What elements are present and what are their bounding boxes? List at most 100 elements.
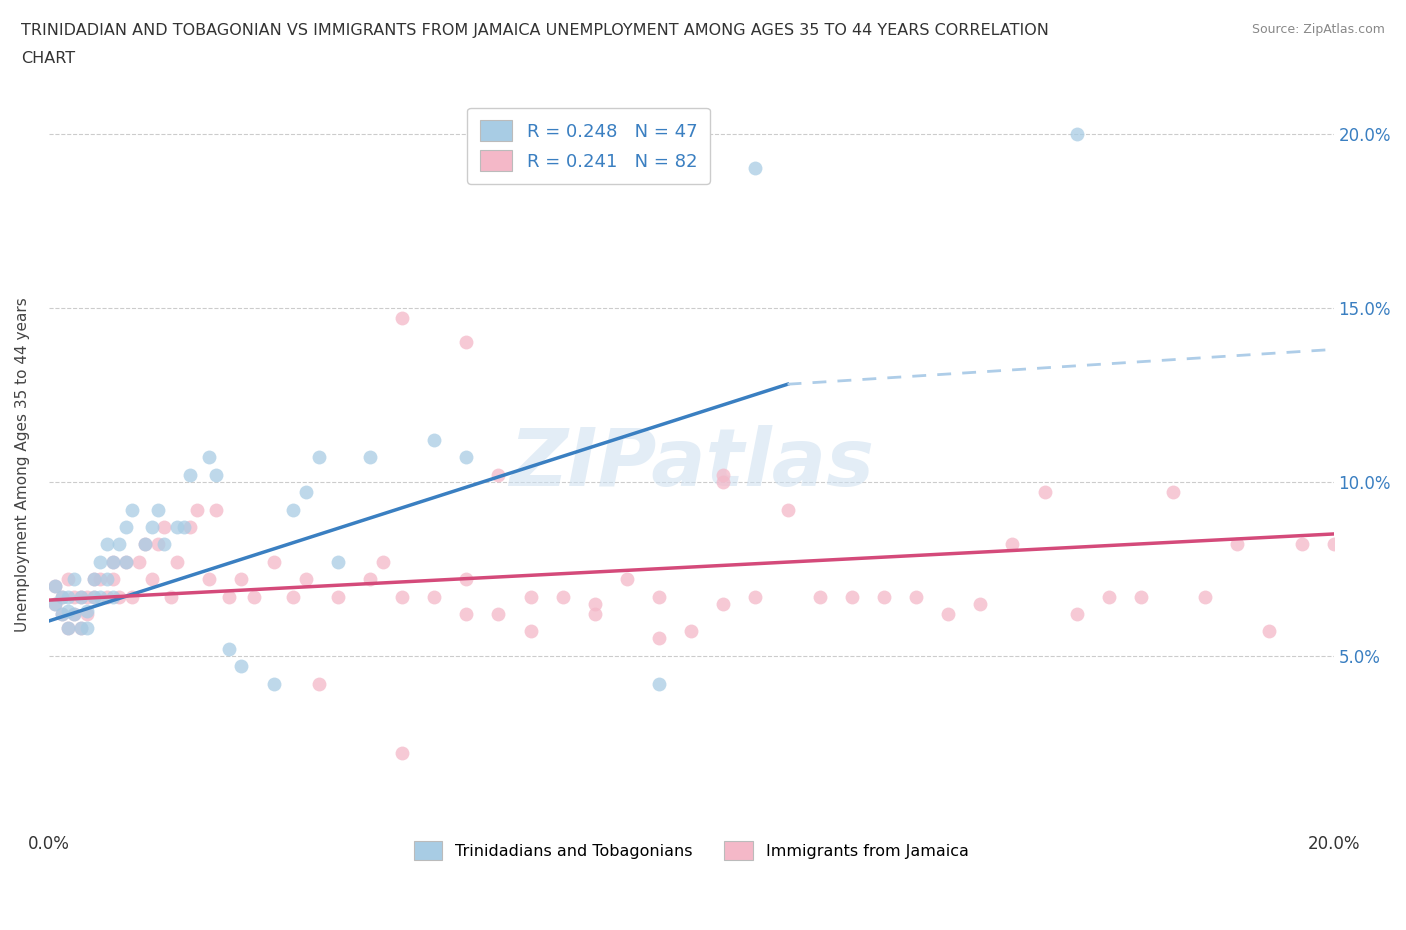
Point <box>243 590 266 604</box>
Point <box>153 520 176 535</box>
Point <box>166 554 188 569</box>
Point <box>56 620 79 635</box>
Point <box>231 572 253 587</box>
Point <box>263 554 285 569</box>
Legend: Trinidadians and Tobagonians, Immigrants from Jamaica: Trinidadians and Tobagonians, Immigrants… <box>404 831 979 870</box>
Point <box>108 590 131 604</box>
Point <box>583 596 606 611</box>
Point <box>115 554 138 569</box>
Point <box>648 631 671 645</box>
Point <box>1194 590 1216 604</box>
Point <box>51 590 73 604</box>
Point <box>391 311 413 325</box>
Point <box>76 606 98 621</box>
Point <box>488 606 510 621</box>
Point <box>456 335 478 350</box>
Text: Source: ZipAtlas.com: Source: ZipAtlas.com <box>1251 23 1385 36</box>
Point <box>263 676 285 691</box>
Point <box>108 537 131 551</box>
Point <box>1258 624 1281 639</box>
Point <box>808 590 831 604</box>
Point <box>89 572 111 587</box>
Point <box>423 432 446 447</box>
Point <box>359 572 381 587</box>
Point <box>308 676 330 691</box>
Point <box>166 520 188 535</box>
Point <box>391 590 413 604</box>
Point <box>121 590 143 604</box>
Point <box>711 468 734 483</box>
Point <box>456 572 478 587</box>
Point <box>1066 126 1088 141</box>
Point <box>1098 590 1121 604</box>
Point <box>711 596 734 611</box>
Point <box>198 572 221 587</box>
Point <box>63 590 86 604</box>
Point <box>51 590 73 604</box>
Point <box>51 606 73 621</box>
Point <box>70 590 93 604</box>
Point <box>134 537 156 551</box>
Point <box>681 624 703 639</box>
Point <box>44 578 66 593</box>
Point <box>711 474 734 489</box>
Y-axis label: Unemployment Among Ages 35 to 44 years: Unemployment Among Ages 35 to 44 years <box>15 297 30 631</box>
Point <box>326 590 349 604</box>
Point <box>76 604 98 618</box>
Point <box>159 590 181 604</box>
Point <box>294 485 316 499</box>
Point <box>308 450 330 465</box>
Text: TRINIDADIAN AND TOBAGONIAN VS IMMIGRANTS FROM JAMAICA UNEMPLOYMENT AMONG AGES 35: TRINIDADIAN AND TOBAGONIAN VS IMMIGRANTS… <box>21 23 1049 38</box>
Point <box>423 590 446 604</box>
Point <box>173 520 195 535</box>
Point <box>101 554 124 569</box>
Point <box>44 596 66 611</box>
Point <box>231 658 253 673</box>
Point <box>89 554 111 569</box>
Point <box>76 590 98 604</box>
Point <box>936 606 959 621</box>
Point <box>488 468 510 483</box>
Point <box>101 590 124 604</box>
Point <box>96 572 118 587</box>
Point <box>63 606 86 621</box>
Point <box>519 590 541 604</box>
Point <box>326 554 349 569</box>
Point <box>83 590 105 604</box>
Point <box>56 572 79 587</box>
Point <box>89 590 111 604</box>
Point <box>153 537 176 551</box>
Point <box>141 572 163 587</box>
Point <box>294 572 316 587</box>
Point <box>115 554 138 569</box>
Point <box>281 590 304 604</box>
Point <box>179 520 201 535</box>
Point <box>519 624 541 639</box>
Point <box>141 520 163 535</box>
Text: CHART: CHART <box>21 51 75 66</box>
Point <box>63 572 86 587</box>
Point <box>969 596 991 611</box>
Point <box>1161 485 1184 499</box>
Point <box>456 450 478 465</box>
Point <box>76 620 98 635</box>
Point <box>179 468 201 483</box>
Point <box>218 642 240 657</box>
Point <box>583 606 606 621</box>
Point <box>101 572 124 587</box>
Point <box>146 537 169 551</box>
Point <box>186 502 208 517</box>
Point <box>204 468 226 483</box>
Point <box>1323 537 1346 551</box>
Point <box>128 554 150 569</box>
Point <box>83 572 105 587</box>
Point <box>841 590 863 604</box>
Point <box>648 676 671 691</box>
Point <box>56 620 79 635</box>
Point <box>70 620 93 635</box>
Point <box>44 596 66 611</box>
Point <box>83 572 105 587</box>
Point <box>648 590 671 604</box>
Point <box>1291 537 1313 551</box>
Point <box>616 572 638 587</box>
